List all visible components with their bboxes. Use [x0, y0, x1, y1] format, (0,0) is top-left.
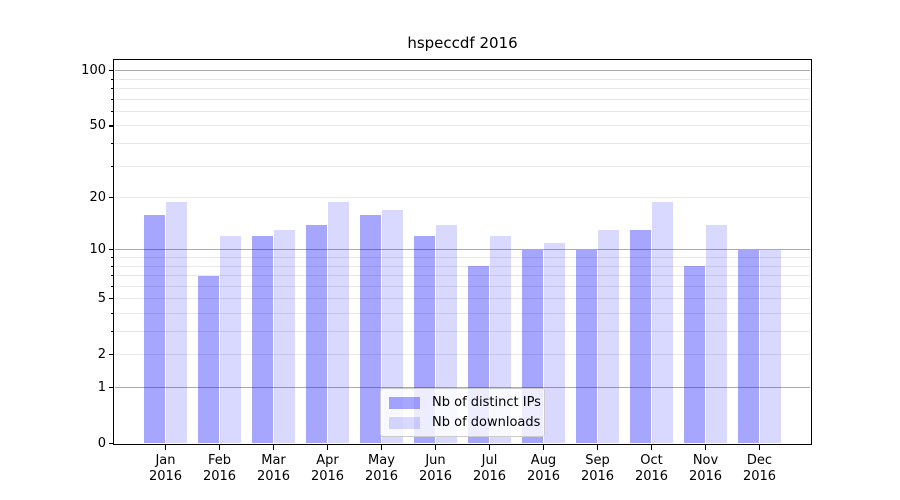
legend-label-downloads: Nb of downloads: [432, 415, 541, 430]
y-tick-label: 5: [97, 290, 106, 306]
x-tick-mark: [758, 445, 761, 450]
x-tick-mark: [218, 445, 221, 450]
x-tick-label-oct: Oct 2016: [634, 452, 669, 484]
y-minor-tick-mark: [111, 354, 114, 356]
y-minor-tick-mark: [111, 285, 114, 287]
bar-nov-distinct-ips: [683, 266, 706, 444]
y-tick-label: 20: [89, 189, 106, 205]
x-tick-mark: [542, 445, 545, 450]
y-minor-tick-mark: [111, 111, 114, 112]
y-tick-label: 2: [97, 346, 106, 362]
x-tick-label-jan: Jan 2016: [148, 452, 183, 484]
y-minor-tick-mark: [111, 257, 114, 258]
bar-apr-distinct-ips: [305, 224, 328, 444]
legend-label-distinct-ips: Nb of distinct IPs: [432, 395, 541, 410]
y-tick-label: 100: [81, 62, 106, 78]
y-minor-tick-mark: [111, 275, 114, 276]
y-gridline-minor: [115, 98, 810, 100]
legend-swatch-downloads: [389, 416, 420, 429]
x-tick-mark: [164, 445, 167, 450]
y-minor-tick-mark: [111, 125, 114, 127]
y-gridline-minor: [115, 88, 810, 90]
bar-may-distinct-ips: [359, 214, 382, 444]
legend: Nb of distinct IPs Nb of downloads: [380, 388, 545, 437]
legend-swatch-distinct-ips: [389, 396, 420, 409]
bar-oct-downloads: [651, 201, 674, 444]
y-tick-label: 50: [89, 117, 106, 133]
y-gridline-minor: [115, 275, 810, 277]
legend-entry-distinct-ips: Nb of distinct IPs: [389, 395, 541, 410]
x-tick-label-jul: Jul 2016: [472, 452, 507, 484]
y-minor-tick-mark: [111, 331, 114, 332]
x-tick-label-mar: Mar 2016: [256, 452, 291, 484]
y-gridline-minor: [115, 354, 810, 356]
x-tick-label-aug: Aug 2016: [526, 452, 561, 484]
chart-title: hspeccdf 2016: [407, 34, 518, 52]
x-tick-mark: [650, 445, 653, 450]
x-tick-label-apr: Apr 2016: [310, 452, 345, 484]
bar-dec-distinct-ips: [737, 249, 760, 444]
y-gridline-minor: [115, 143, 810, 145]
y-minor-tick-mark: [111, 298, 114, 300]
y-gridline-minor: [115, 197, 810, 199]
bar-jan-downloads: [165, 201, 188, 444]
bar-jan-distinct-ips: [143, 214, 166, 444]
y-gridline-minor: [115, 111, 810, 112]
x-tick-mark: [434, 445, 437, 450]
bar-sep-downloads: [597, 230, 620, 444]
y-gridline-minor: [115, 78, 810, 80]
y-tick-mark: [108, 386, 114, 389]
x-tick-mark: [596, 445, 599, 450]
bar-oct-distinct-ips: [629, 230, 652, 444]
y-tick-label: 0: [97, 435, 106, 451]
x-tick-mark: [272, 445, 275, 450]
y-minor-tick-mark: [111, 78, 114, 80]
y-minor-tick-mark: [111, 88, 114, 89]
bar-apr-downloads: [327, 201, 350, 444]
x-tick-label-may: May 2016: [364, 452, 399, 484]
y-gridline-minor: [115, 331, 810, 333]
y-minor-tick-mark: [111, 165, 114, 167]
y-gridline-minor: [115, 125, 810, 127]
x-tick-label-jun: Jun 2016: [418, 452, 453, 484]
x-tick-mark: [380, 445, 383, 450]
bar-dec-downloads: [759, 249, 782, 444]
x-tick-label-feb: Feb 2016: [202, 452, 237, 484]
y-gridline-major: [115, 387, 810, 389]
y-tick-mark: [108, 442, 114, 445]
y-gridline-minor: [115, 285, 810, 287]
y-gridline-minor: [115, 257, 810, 259]
x-tick-mark: [704, 445, 707, 450]
legend-entry-downloads: Nb of downloads: [389, 415, 540, 430]
bar-aug-downloads: [543, 242, 566, 444]
bar-may-downloads: [381, 210, 404, 444]
y-minor-tick-mark: [111, 265, 114, 267]
x-tick-label-sep: Sep 2016: [580, 452, 615, 484]
bar-sep-distinct-ips: [575, 249, 598, 444]
x-tick-mark: [488, 445, 491, 450]
y-gridline-minor: [115, 313, 810, 315]
y-tick-label: 1: [97, 379, 106, 395]
y-minor-tick-mark: [111, 98, 114, 100]
y-tick-mark: [108, 249, 114, 251]
bar-nov-downloads: [705, 224, 728, 444]
y-minor-tick-mark: [111, 197, 114, 199]
x-tick-label-nov: Nov 2016: [688, 452, 723, 484]
y-gridline-major: [115, 70, 810, 72]
bar-feb-distinct-ips: [197, 275, 220, 444]
y-gridline-major: [115, 249, 810, 251]
bar-mar-downloads: [273, 230, 296, 444]
x-tick-mark: [326, 445, 329, 450]
y-gridline-minor: [115, 298, 810, 300]
y-minor-tick-mark: [111, 313, 114, 314]
y-gridline-minor: [115, 165, 810, 167]
y-tick-mark: [108, 70, 114, 72]
y-minor-tick-mark: [111, 143, 114, 144]
x-tick-label-dec: Dec 2016: [742, 452, 777, 484]
y-tick-label: 10: [89, 241, 106, 257]
y-gridline-minor: [115, 265, 810, 267]
bar-feb-downloads: [219, 236, 242, 444]
bar-mar-distinct-ips: [251, 236, 274, 444]
